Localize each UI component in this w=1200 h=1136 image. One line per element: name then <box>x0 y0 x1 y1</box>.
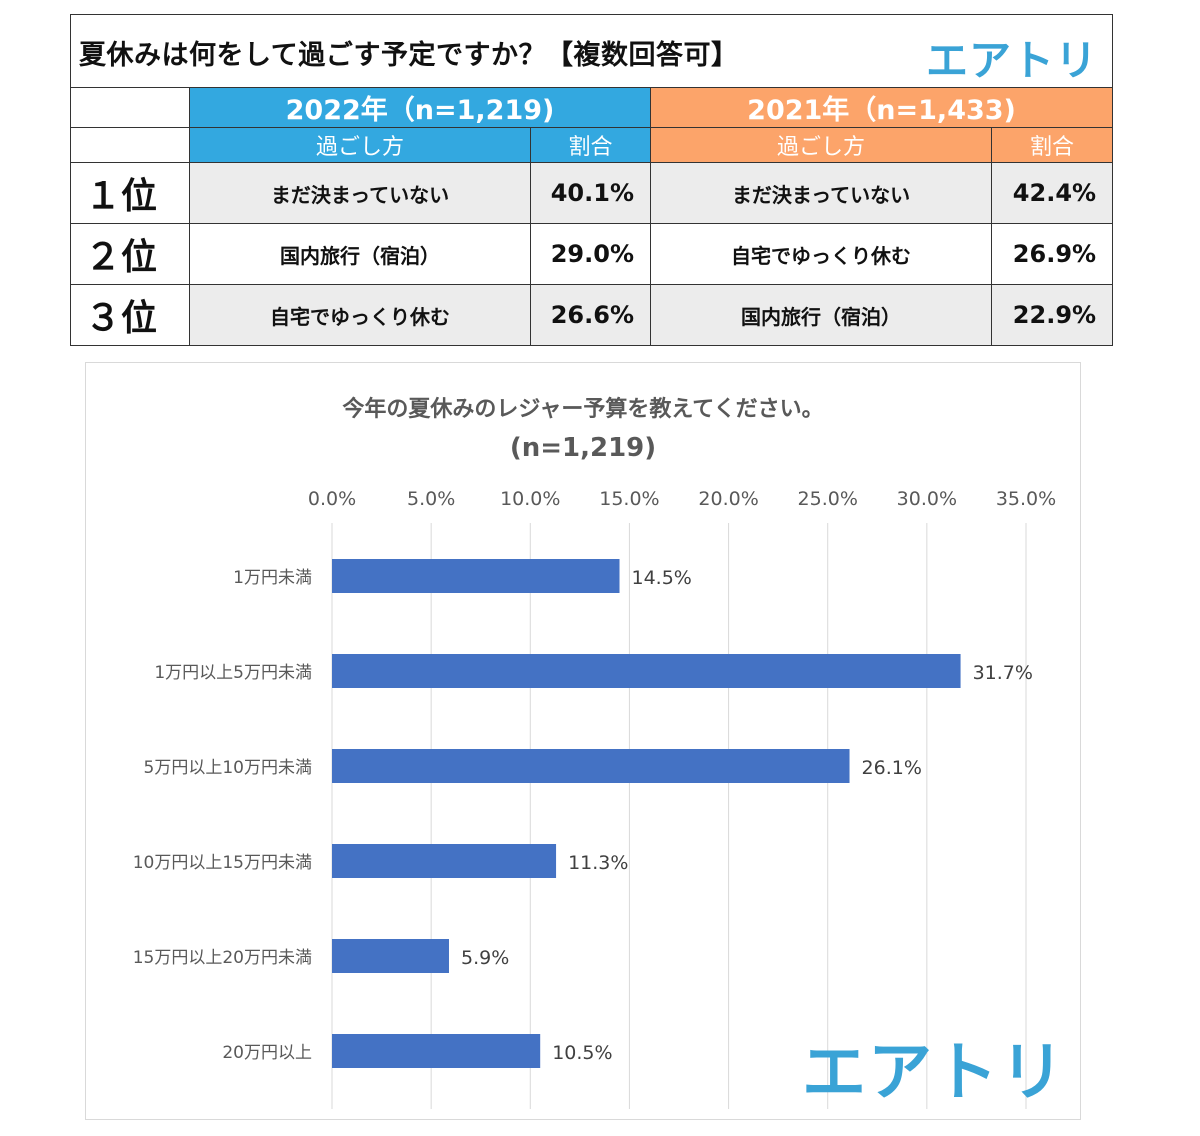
x-tick-label: 5.0% <box>407 488 455 510</box>
bar <box>332 1034 541 1068</box>
airtrip-logo: エアトリ <box>926 36 1099 85</box>
rank-label: ２位 <box>70 223 190 285</box>
ranking-table: 夏休みは何をして過ごす予定ですか？【複数回答可】 エアトリ 2022年（n=1,… <box>69 14 1114 346</box>
category-label: 20万円以上 <box>222 1043 312 1063</box>
empty-header-cell <box>70 87 190 128</box>
table-title: 夏休みは何をして過ごす予定ですか？【複数回答可】 <box>79 40 739 71</box>
table-title-cell: 夏休みは何をして過ごす予定ですか？【複数回答可】 エアトリ <box>69 14 1114 88</box>
way-label-2021: 過ごし方 <box>650 127 992 163</box>
category-label: 1万円以上5万円未満 <box>154 663 312 683</box>
airtrip-logo-large: エアトリ <box>802 1036 1066 1110</box>
x-tick-label: 30.0% <box>897 488 957 510</box>
way-2022: 国内旅行（宿泊） <box>189 223 531 285</box>
way-2021: 国内旅行（宿泊） <box>650 284 992 346</box>
ranking-table-section: 夏休みは何をして過ごす予定ですか？【複数回答可】 エアトリ 2022年（n=1,… <box>69 14 1114 350</box>
chart-subtitle: (n=1,219) <box>509 433 657 463</box>
bar-chart-plot: 0.0% 5.0% 10.0% 15.0% 20.0% 25.0% 30.0% 35.0% 1万… <box>133 488 1056 1109</box>
way-2021: まだ決まっていない <box>650 162 992 224</box>
category-label: 15万円以上20万円未満 <box>133 948 312 968</box>
data-label: 31.7% <box>973 662 1033 684</box>
rank-label: ３位 <box>70 284 190 346</box>
pct-2021: 42.4% <box>990 162 1114 224</box>
rank-label: １位 <box>70 162 190 224</box>
category-label: 1万円未満 <box>233 568 312 588</box>
table-row: ３位 自宅でゆっくり休む 26.6% 国内旅行（宿泊） 22.9% <box>70 284 1114 346</box>
x-tick-label: 15.0% <box>599 488 659 510</box>
data-label: 26.1% <box>862 757 922 779</box>
ratio-label-2021: 割合 <box>990 127 1114 163</box>
x-tick-label: 35.0% <box>996 488 1056 510</box>
x-tick-label: 0.0% <box>308 488 356 510</box>
table-row: ２位 国内旅行（宿泊） 29.0% 自宅でゆっくり休む 26.9% <box>70 223 1114 285</box>
header-2022: 2022年（n=1,219) <box>189 87 651 128</box>
pct-2021: 22.9% <box>990 284 1114 346</box>
data-label: 10.5% <box>552 1042 612 1064</box>
table-row: １位 まだ決まっていない 40.1% まだ決まっていない 42.4% <box>70 162 1114 224</box>
bar <box>332 844 557 878</box>
way-2022: 自宅でゆっくり休む <box>189 284 531 346</box>
data-label: 11.3% <box>568 852 628 874</box>
budget-chart: 今年の夏休みのレジャー予算を教えてください。 (n=1,219) 0.0% 5.0… <box>85 362 1081 1120</box>
way-2021: 自宅でゆっくり休む <box>650 223 992 285</box>
data-label: 5.9% <box>461 947 509 969</box>
header-2021: 2021年（n=1,433) <box>649 87 1114 128</box>
pct-2022: 29.0% <box>530 223 651 285</box>
way-2022: まだ決まっていない <box>189 162 531 224</box>
category-label: 10万円以上15万円未満 <box>133 853 312 873</box>
pct-2022: 26.6% <box>530 284 651 346</box>
pct-2021: 26.9% <box>990 223 1114 285</box>
bar <box>332 939 449 973</box>
x-tick-label: 10.0% <box>500 488 560 510</box>
bar <box>332 749 850 783</box>
ratio-label-2022: 割合 <box>530 127 651 163</box>
bar <box>332 654 961 688</box>
x-tick-label: 25.0% <box>798 488 858 510</box>
way-label-2022: 過ごし方 <box>189 127 531 163</box>
bar <box>332 559 620 593</box>
empty-subheader-cell <box>70 127 190 163</box>
x-tick-label: 20.0% <box>698 488 758 510</box>
data-label: 14.5% <box>632 567 692 589</box>
chart-title: 今年の夏休みのレジャー予算を教えてください。 <box>342 397 824 422</box>
category-label: 5万円以上10万円未満 <box>144 758 312 778</box>
pct-2022: 40.1% <box>530 162 651 224</box>
